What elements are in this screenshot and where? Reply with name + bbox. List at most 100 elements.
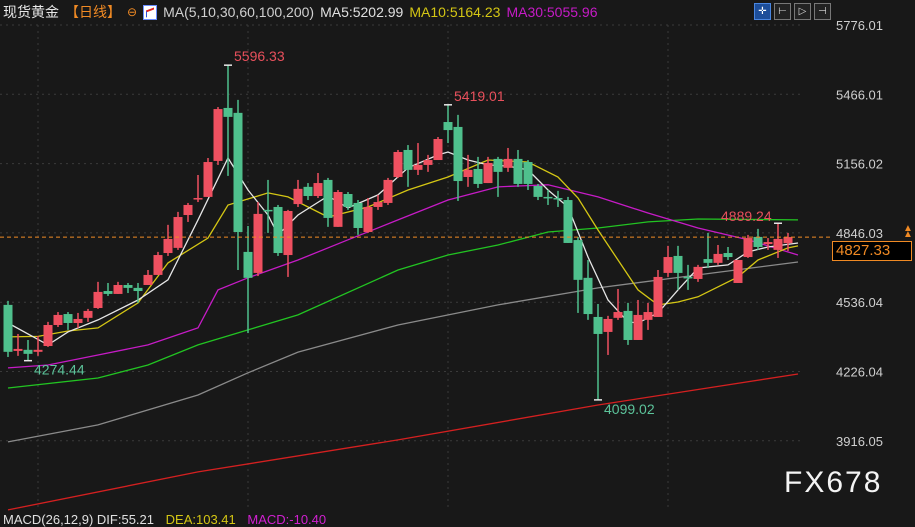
candle-up (633, 314, 643, 340)
candle-up (43, 325, 53, 347)
candle-up (373, 202, 383, 207)
candle-up (83, 310, 93, 318)
candle-down (353, 202, 363, 228)
candle-down (223, 107, 233, 117)
candle-up (93, 291, 103, 309)
y-tick-label: 5156.02 (836, 157, 883, 172)
candle-up (433, 139, 443, 161)
candle-down (493, 158, 503, 172)
candle-down (673, 255, 683, 273)
candle-down (233, 112, 243, 233)
ma10-line (7, 159, 799, 338)
instrument-title: 现货黄金 (3, 4, 59, 20)
candle-up (603, 318, 613, 332)
candle-down (273, 206, 283, 254)
chart-play-icon[interactable]: ▷ (794, 3, 811, 20)
candle-down (523, 162, 533, 184)
candle-up (143, 274, 153, 285)
candle-down (323, 179, 333, 218)
y-tick-label: 4846.03 (836, 226, 883, 241)
candle-up (293, 188, 303, 205)
candle-up (643, 312, 653, 320)
candle-down (243, 251, 253, 278)
y-tick-label: 4536.04 (836, 295, 883, 310)
candle-down (593, 316, 603, 334)
candle-up (183, 204, 193, 216)
high-label: 5596.33 (234, 48, 285, 64)
chart-right-icon[interactable]: ⊣ (814, 3, 831, 20)
candle-up (743, 238, 753, 258)
period-selector[interactable]: 【日线】 (65, 4, 121, 20)
candle-down (623, 310, 633, 340)
candle-down (403, 149, 413, 170)
candles (0, 65, 830, 400)
current-price-label: 4827.33 (832, 241, 912, 261)
candle-down (533, 185, 543, 197)
y-tick-label: 3916.05 (836, 434, 883, 449)
candle-up (653, 276, 663, 317)
scroll-up-arrow-icon[interactable]: ▲ ▲ (903, 223, 913, 240)
candle-up (693, 266, 703, 279)
candle-up (53, 314, 63, 326)
candle-down (23, 349, 33, 354)
candle-down (133, 287, 143, 292)
candle-down (263, 209, 273, 212)
candle-up (163, 238, 173, 254)
candle-up (203, 162, 213, 197)
candle-up (503, 158, 513, 168)
candle-up (13, 348, 23, 351)
candle-down (753, 236, 763, 247)
candle-up (423, 160, 433, 165)
candle-down (683, 276, 693, 279)
candle-down (63, 314, 73, 323)
candle-up (153, 255, 163, 275)
candle-down (343, 194, 353, 207)
ma5-line (7, 151, 799, 346)
candle-up (733, 259, 743, 283)
crosshair-icon[interactable]: ✛ (754, 3, 771, 20)
candle-down (703, 259, 713, 263)
y-tick-label: 5466.01 (836, 87, 883, 102)
indicator-icon[interactable] (143, 4, 158, 20)
candle-up (773, 238, 783, 250)
candle-up (283, 210, 293, 256)
candle-down (573, 240, 583, 280)
candle-down (443, 122, 453, 131)
moving-average-lines (7, 151, 799, 511)
candle-up (413, 164, 423, 170)
candle-down (3, 304, 13, 352)
low-label: 4274.44 (34, 362, 85, 378)
price-annotations: 5596.33 5419.01 4889.24 4274.44 4099.02 (24, 48, 782, 417)
candle-down (103, 291, 113, 294)
candle-down (473, 168, 483, 184)
candle-down (553, 198, 563, 200)
candle-down (723, 253, 733, 258)
ma5-value: MA5:5202.99 (320, 4, 404, 20)
ma-params[interactable]: MA(5,10,30,60,100,200) (163, 4, 315, 20)
chart-left-icon[interactable]: ⊢ (774, 3, 791, 20)
candle-up (33, 349, 43, 352)
ma30-line (7, 184, 799, 369)
ma30-value: MA30:5055.96 (506, 4, 598, 20)
candle-up (783, 237, 793, 244)
candle-up (663, 257, 673, 273)
ma10-value: MA10:5164.23 (409, 4, 501, 20)
candle-down (123, 284, 133, 288)
candle-up (193, 198, 203, 200)
candle-up (483, 162, 493, 184)
candle-up (713, 253, 723, 263)
high-label: 4889.24 (721, 208, 772, 224)
candle-up (393, 151, 403, 178)
candle-up (253, 213, 263, 273)
candle-down (563, 200, 573, 243)
candle-up (313, 183, 323, 197)
candle-up (73, 318, 83, 323)
chart-header: 现货黄金 【日线】 ⊖ MA(5,10,30,60,100,200) MA5:5… (0, 0, 915, 24)
candle-up (173, 217, 183, 248)
candle-down (453, 126, 463, 182)
ma200-line (7, 373, 799, 511)
minus-circle-icon[interactable]: ⊖ (127, 5, 138, 19)
candle-up (613, 312, 623, 318)
ma100-line (7, 261, 799, 443)
